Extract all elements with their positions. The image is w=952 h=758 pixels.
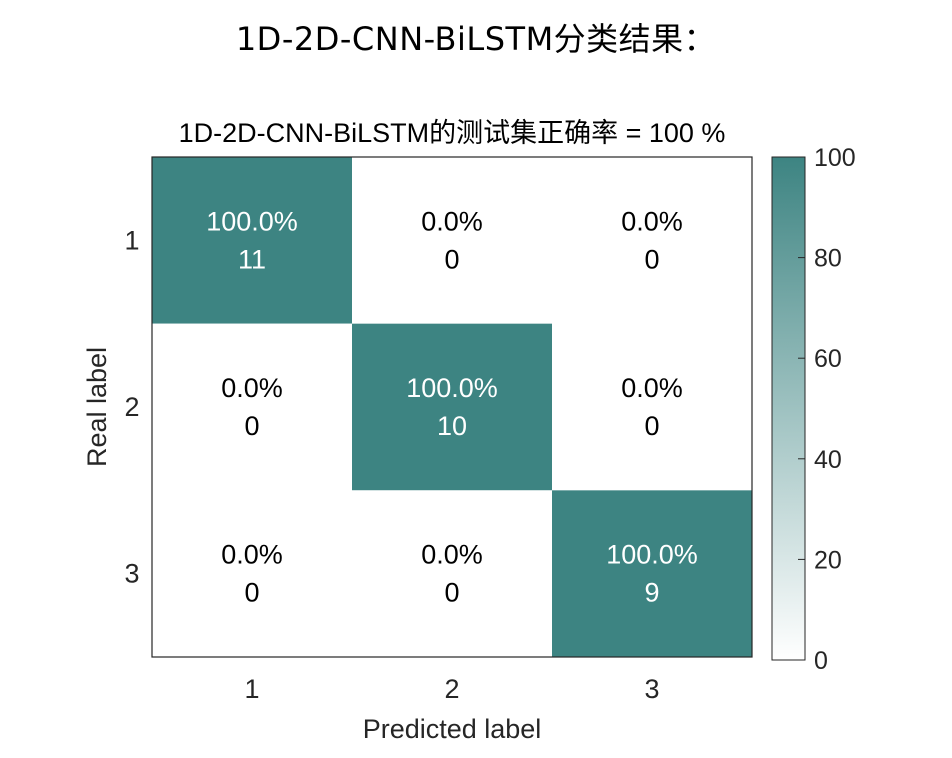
colorbar-tick-label: 0 (814, 647, 828, 675)
cell-percent-label: 0.0% (621, 206, 683, 236)
y-axis-label: Real label (82, 347, 112, 467)
cell-count-label: 0 (644, 244, 659, 274)
matrix-cell (552, 323, 752, 491)
cell-count-label: 10 (437, 411, 467, 441)
cell-count-label: 0 (244, 411, 259, 441)
x-tick-label: 3 (644, 674, 659, 704)
matrix-cell (352, 157, 552, 324)
matrix-cell (352, 323, 552, 491)
cell-percent-label: 100.0% (206, 206, 298, 236)
colorbar-tick-label: 60 (814, 345, 842, 373)
colorbar-tick-label: 80 (814, 245, 842, 273)
cell-percent-label: 100.0% (606, 540, 698, 570)
page-heading: 1D-2D-CNN-BiLSTM分类结果： (235, 20, 717, 58)
x-tick-labels: 1 2 3 (244, 674, 659, 704)
cell-count-label: 11 (238, 244, 266, 274)
y-tick-label: 1 (124, 225, 139, 255)
y-tick-label: 3 (124, 559, 139, 589)
cell-percent-label: 0.0% (221, 540, 283, 570)
cell-percent-label: 0.0% (221, 373, 283, 403)
cell-count-label: 0 (644, 411, 659, 441)
cell-percent-label: 0.0% (421, 540, 483, 570)
matrix-cell (152, 490, 352, 657)
matrix-cell (552, 157, 752, 324)
cell-count-label: 9 (644, 578, 659, 608)
cell-count-label: 0 (444, 578, 459, 608)
x-tick-label: 1 (244, 674, 259, 704)
x-tick-label: 2 (444, 674, 459, 704)
colorbar-tick-label: 40 (814, 446, 842, 474)
cell-percent-label: 100.0% (406, 373, 498, 403)
x-axis-label: Predicted label (363, 714, 542, 744)
colorbar-tick-label: 100 (814, 144, 856, 172)
plot-frame (151, 156, 753, 658)
colorbar-tick-label: 20 (814, 546, 842, 574)
cell-percent-label: 0.0% (621, 373, 683, 403)
matrix-cell (152, 323, 352, 491)
matrix-cell (552, 490, 752, 657)
matrix-cells: 100.0%110.0%00.0%00.0%0100.0%100.0%00.0%… (152, 157, 752, 657)
colorbar (771, 156, 806, 661)
cell-percent-label: 0.0% (421, 206, 483, 236)
cell-count-label: 0 (244, 578, 259, 608)
chart-title: 1D-2D-CNN-BiLSTM的测试集正确率 = 100 % (179, 118, 726, 148)
matrix-cell (352, 490, 552, 657)
colorbar-ticks: 0 20 40 60 80 100 (798, 144, 856, 675)
cell-count-label: 0 (444, 244, 459, 274)
y-tick-labels: 1 2 3 (124, 225, 139, 588)
y-tick-label: 2 (124, 392, 139, 422)
matrix-cell (152, 157, 352, 324)
